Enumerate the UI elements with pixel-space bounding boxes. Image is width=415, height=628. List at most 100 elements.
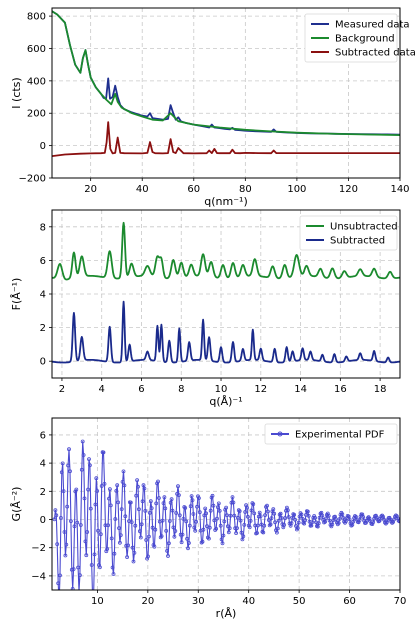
data-point xyxy=(161,501,166,506)
y-tick-label: −200 xyxy=(19,174,46,185)
data-point xyxy=(212,518,217,523)
data-point xyxy=(266,518,271,522)
data-point xyxy=(271,507,276,512)
data-point xyxy=(296,520,301,525)
series-line-experimental-pdf xyxy=(53,440,400,590)
series-layer-intensity xyxy=(52,10,400,157)
data-point xyxy=(269,516,274,520)
data-point xyxy=(232,513,237,518)
data-point xyxy=(189,494,194,499)
data-point xyxy=(181,517,186,521)
y-tick-label: 600 xyxy=(27,44,46,55)
x-tick-label: 14 xyxy=(294,384,307,395)
data-point xyxy=(98,532,103,537)
data-point xyxy=(235,526,239,530)
data-point xyxy=(95,489,100,493)
panel-intensity: 20 40 60 80 100 120 140 −200 0 200 400 600 800 q(nm⁻… xyxy=(10,7,415,208)
data-point xyxy=(185,536,190,541)
data-point xyxy=(108,503,113,508)
data-point xyxy=(65,504,70,509)
data-point xyxy=(89,563,94,567)
data-point xyxy=(245,505,249,510)
data-point xyxy=(79,467,84,472)
panel-pdf: 10 20 30 40 50 60 70 −4 −2 0 2 4 6 r(Å) G(Å⁻²) Exper… xyxy=(10,417,406,620)
legend-intensity: Measured data Background Subtracted data xyxy=(304,13,415,63)
data-point xyxy=(83,539,88,544)
y-tick-label: 800 xyxy=(27,12,46,23)
x-tick-label: 20 xyxy=(141,596,154,607)
data-point xyxy=(208,508,213,513)
data-point xyxy=(275,526,280,531)
data-point xyxy=(171,525,176,530)
data-point xyxy=(166,554,170,558)
data-point xyxy=(159,534,164,538)
data-point xyxy=(297,514,302,519)
data-point xyxy=(133,523,138,528)
y-tick-label: 2 xyxy=(40,323,46,334)
series-line-background xyxy=(52,10,400,136)
y-axis-label-intensity: I (cts) xyxy=(10,77,23,108)
data-point xyxy=(136,507,141,512)
series-line-subtracted-data xyxy=(52,121,400,157)
data-point xyxy=(216,501,221,506)
data-point xyxy=(168,500,173,505)
data-point xyxy=(255,523,260,528)
plot-frame-pdf xyxy=(51,417,401,591)
data-point xyxy=(357,518,362,522)
data-point xyxy=(265,509,270,514)
data-point xyxy=(69,567,74,572)
data-point xyxy=(327,518,332,523)
plot-frame-intensity xyxy=(51,7,401,179)
y-tick-label: 4 xyxy=(40,290,46,301)
data-point xyxy=(243,510,248,514)
data-point xyxy=(85,530,90,534)
data-point xyxy=(293,517,298,522)
data-point xyxy=(72,524,77,529)
data-point xyxy=(274,530,279,535)
data-point xyxy=(67,447,71,452)
legend-structure-function: Unsubtracted Subtracted xyxy=(299,215,398,251)
data-point xyxy=(114,488,119,493)
data-point xyxy=(257,510,262,515)
data-point xyxy=(70,587,75,590)
data-point xyxy=(261,530,266,535)
data-point xyxy=(128,500,133,505)
data-point xyxy=(326,514,331,518)
data-point xyxy=(154,501,159,506)
data-point xyxy=(186,541,191,545)
data-point xyxy=(279,516,284,520)
data-point xyxy=(393,513,398,518)
data-point xyxy=(58,602,61,605)
data-point xyxy=(117,526,121,530)
x-tick-label: 100 xyxy=(287,184,306,195)
data-point xyxy=(156,496,161,500)
series-layer-structure-function xyxy=(52,221,400,364)
data-point xyxy=(96,528,100,533)
y-tick-label: 8 xyxy=(40,222,46,233)
data-point xyxy=(276,518,281,523)
data-point xyxy=(141,483,146,488)
data-point xyxy=(76,565,80,570)
data-point xyxy=(233,526,238,531)
data-point xyxy=(231,500,236,505)
data-point xyxy=(101,450,106,455)
data-point xyxy=(178,532,183,537)
data-point xyxy=(283,516,288,520)
data-point xyxy=(370,522,375,526)
x-tick-label: 40 xyxy=(136,184,149,195)
y-axis-label-structure-function: F(Å⁻¹) xyxy=(10,278,23,311)
y-tick-label: 200 xyxy=(27,109,46,120)
data-point xyxy=(336,521,341,525)
data-point xyxy=(55,542,60,546)
data-point xyxy=(120,479,125,484)
y-axis-label-pdf: G(Å⁻²) xyxy=(10,487,23,522)
data-point xyxy=(60,461,65,466)
data-point xyxy=(105,547,110,551)
data-point xyxy=(258,514,263,518)
series-subtracted-data xyxy=(52,121,400,157)
data-point xyxy=(188,504,193,509)
legend-frame xyxy=(304,13,398,63)
data-point xyxy=(295,526,300,530)
data-point xyxy=(131,559,136,564)
data-point xyxy=(272,511,277,516)
